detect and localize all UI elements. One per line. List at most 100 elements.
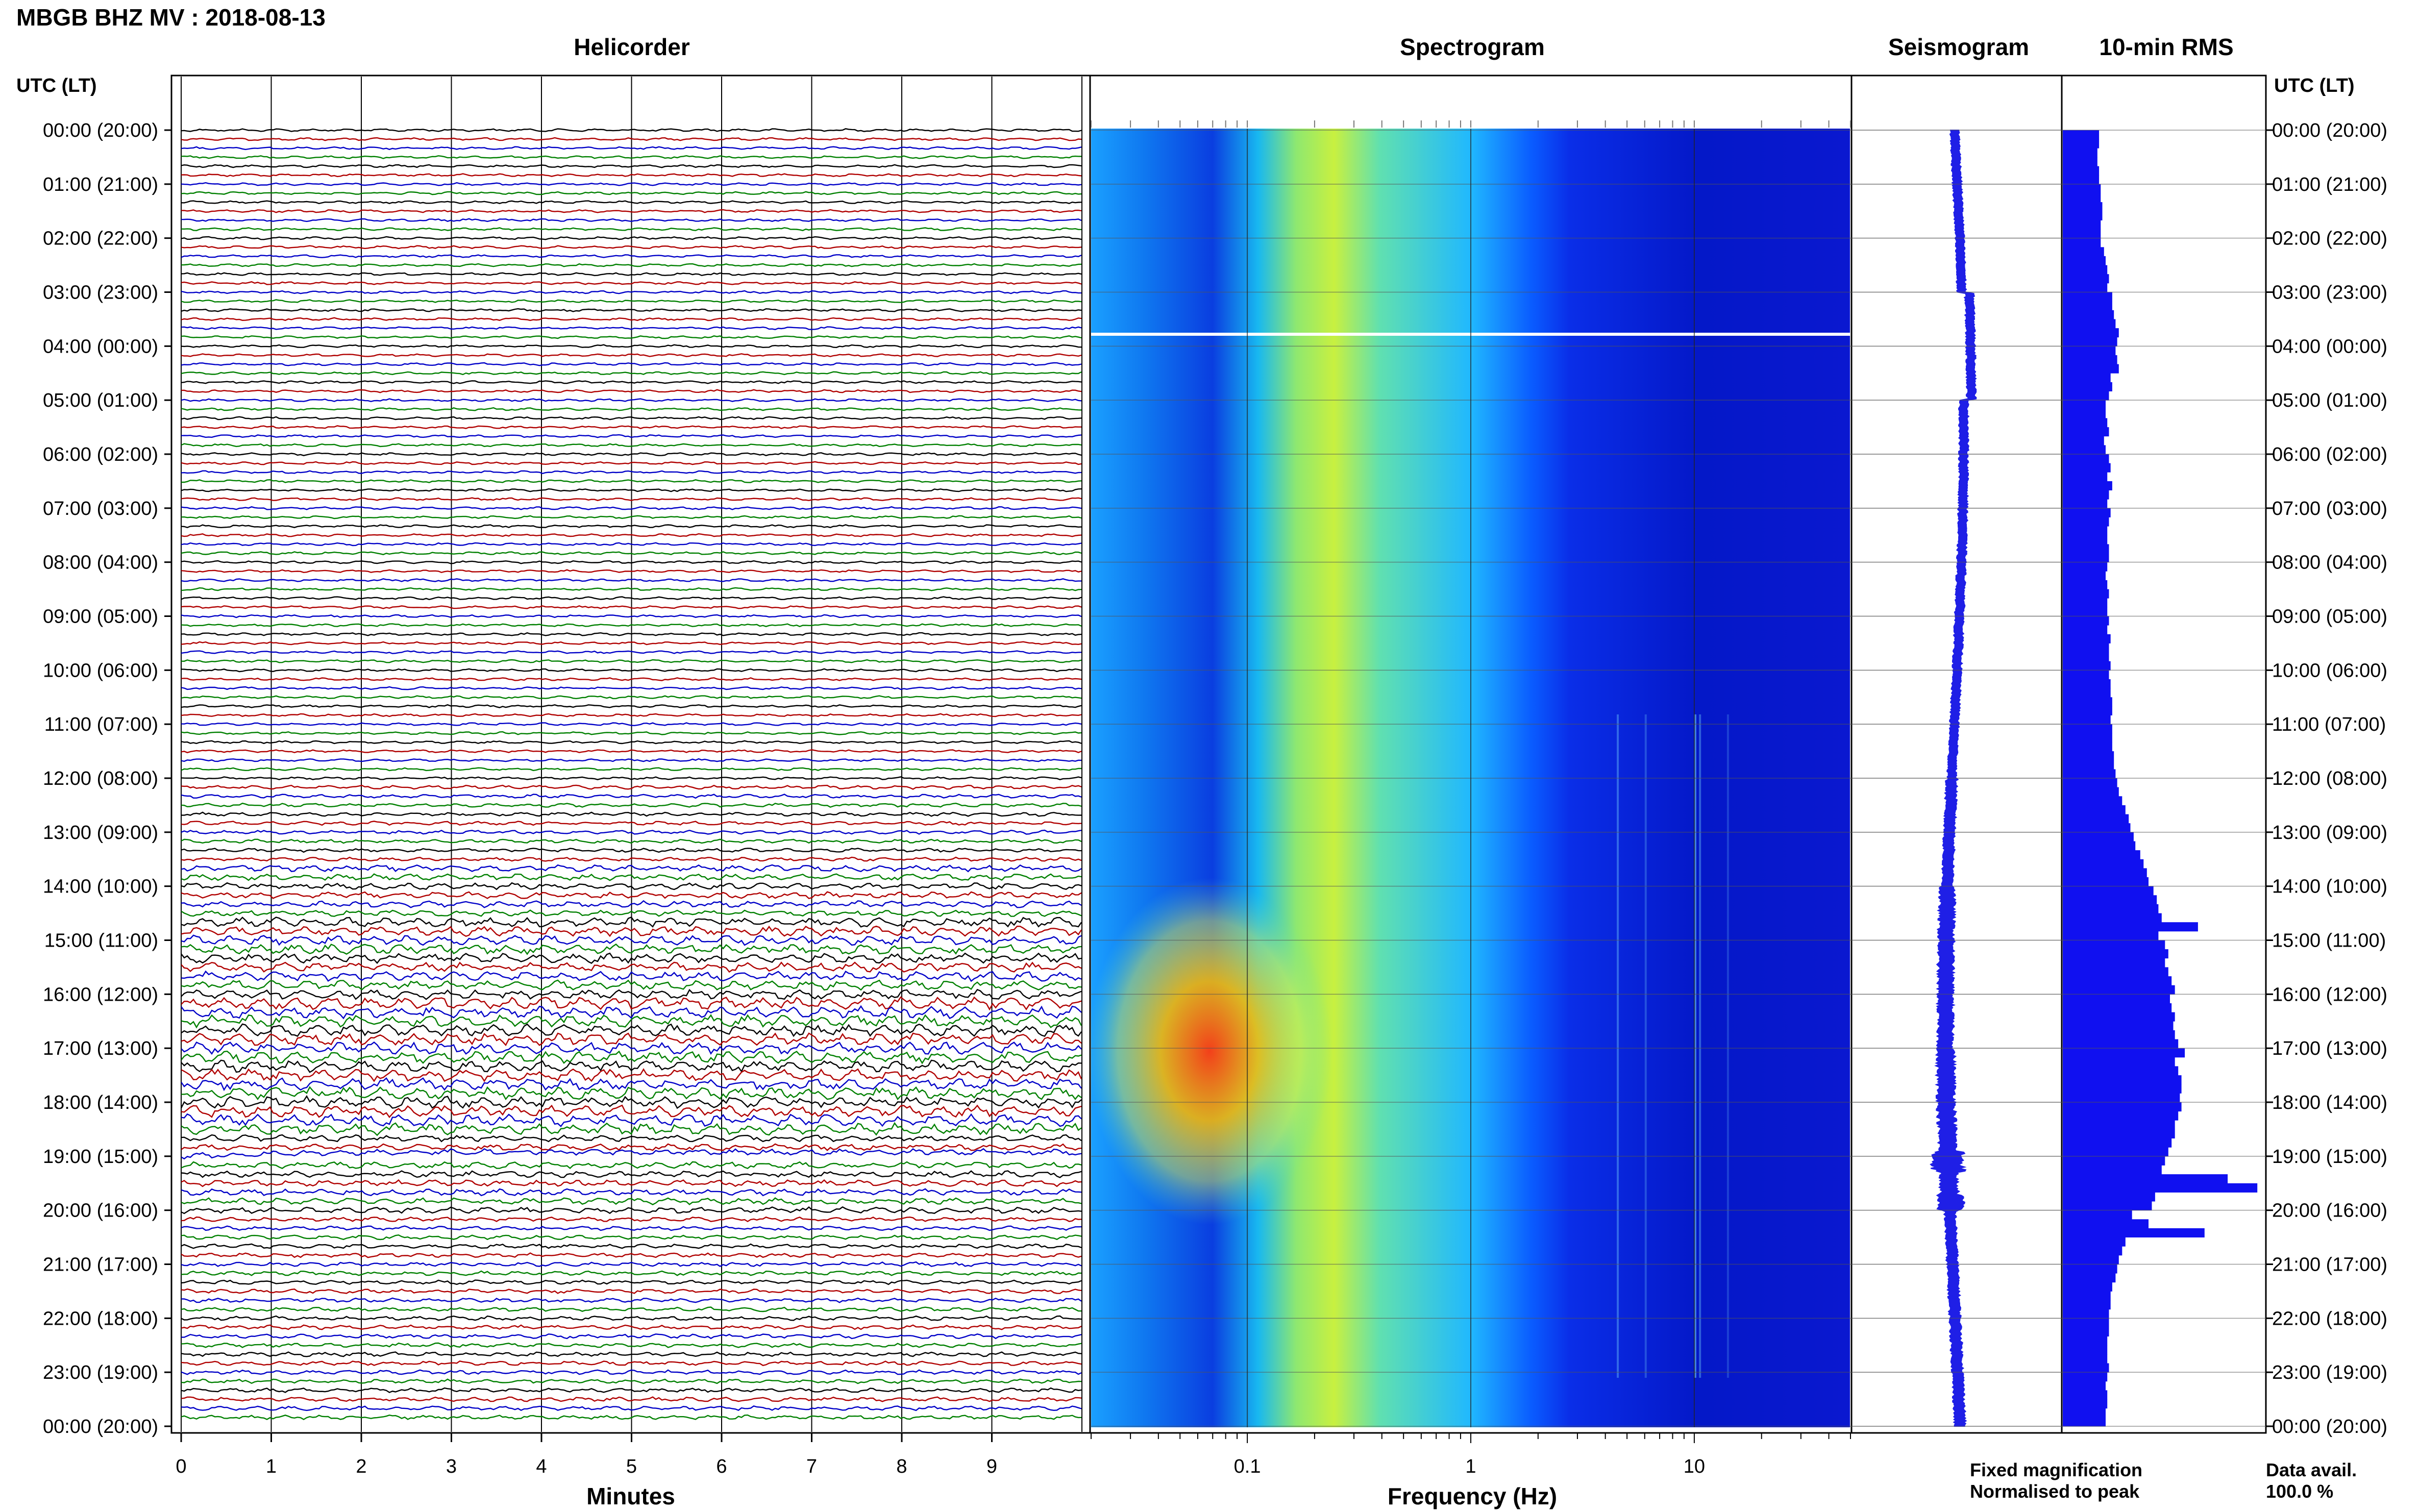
helicorder-trace bbox=[181, 344, 1082, 349]
helicorder-trace bbox=[181, 272, 1082, 277]
spectrogram-line bbox=[1644, 714, 1647, 1378]
time-label-left: 09:00 (05:00) bbox=[43, 606, 158, 628]
helicorder-trace bbox=[181, 1161, 1082, 1170]
rms-bar bbox=[2063, 1228, 2205, 1237]
rms-bar bbox=[2063, 310, 2114, 319]
spectrogram-hot-region bbox=[1090, 878, 1332, 1225]
rms-bar bbox=[2063, 652, 2109, 662]
helicorder-trace bbox=[181, 245, 1082, 250]
rms-bar bbox=[2063, 976, 2172, 986]
helicorder-trace bbox=[181, 1206, 1082, 1214]
rms-bar bbox=[2063, 292, 2112, 302]
rms-bar bbox=[2063, 751, 2114, 761]
rms-bar bbox=[2063, 706, 2112, 715]
helicorder-trace bbox=[181, 695, 1082, 700]
helicorder-trace bbox=[181, 1261, 1082, 1267]
helicorder-trace bbox=[181, 1077, 1082, 1092]
helicorder-trace bbox=[181, 542, 1082, 547]
rms-bar bbox=[2063, 184, 2101, 193]
helicorder-trace bbox=[181, 362, 1082, 366]
helicorder-trace bbox=[181, 758, 1082, 762]
rms-bar bbox=[2063, 553, 2109, 563]
helicorder-trace bbox=[181, 1369, 1082, 1375]
rms-bar bbox=[2063, 238, 2101, 247]
time-label-right: 16:00 (12:00) bbox=[2272, 984, 2387, 1005]
rms-bar bbox=[2063, 454, 2109, 464]
helicorder-trace bbox=[181, 236, 1082, 240]
helicorder-trace bbox=[181, 1243, 1082, 1249]
rms-bar bbox=[2063, 418, 2108, 428]
rms-bar bbox=[2063, 1138, 2172, 1148]
rms-bar bbox=[2063, 346, 2116, 356]
rms-bar bbox=[2063, 580, 2108, 589]
helicorder-trace bbox=[181, 1324, 1082, 1330]
rms-bar bbox=[2063, 319, 2116, 329]
rms-bar bbox=[2063, 355, 2117, 365]
helicorder-trace bbox=[181, 864, 1082, 873]
minute-tick-label: 0 bbox=[176, 1456, 186, 1477]
helicorder-trace bbox=[181, 1005, 1082, 1020]
rms-bar bbox=[2063, 841, 2136, 851]
helicorder-trace bbox=[181, 802, 1082, 808]
helicorder-trace bbox=[181, 934, 1082, 946]
helicorder-trace bbox=[181, 848, 1082, 853]
time-label-left: 00:00 (20:00) bbox=[43, 1416, 158, 1437]
spectrogram-line bbox=[1699, 714, 1701, 1378]
helicorder-trace bbox=[181, 335, 1082, 339]
helicorder-trace bbox=[181, 882, 1082, 890]
rms-bar bbox=[2063, 1417, 2106, 1427]
helicorder-trace bbox=[181, 1351, 1082, 1357]
helicorder-trace bbox=[181, 659, 1082, 663]
rms-bar bbox=[2063, 1048, 2185, 1058]
helicorder-trace bbox=[181, 227, 1082, 232]
helicorder-trace bbox=[181, 1396, 1082, 1402]
helicorder-trace bbox=[181, 1387, 1082, 1394]
rms-bar bbox=[2063, 1300, 2111, 1310]
helicorder-trace bbox=[181, 1014, 1082, 1029]
minutes-axis-label: Minutes bbox=[586, 1483, 675, 1509]
time-label-right: 21:00 (17:00) bbox=[2272, 1254, 2387, 1276]
helicorder-trace bbox=[181, 1342, 1082, 1348]
rms-bar bbox=[2063, 1129, 2175, 1138]
helicorder-trace bbox=[181, 1306, 1081, 1312]
time-label-left: 10:00 (06:00) bbox=[43, 660, 158, 681]
rms-bar bbox=[2063, 148, 2097, 158]
rms-bar bbox=[2063, 598, 2108, 608]
rms-bar bbox=[2063, 625, 2108, 635]
helicorder-trace bbox=[181, 1216, 1082, 1222]
helicorder-trace bbox=[181, 173, 1082, 178]
rms-bar bbox=[2063, 859, 2144, 869]
helicorder-trace bbox=[181, 641, 1082, 646]
rms-bar bbox=[2063, 364, 2119, 374]
rms-bar bbox=[2063, 949, 2168, 959]
rms-bar bbox=[2063, 247, 2104, 257]
rms-bar bbox=[2063, 157, 2097, 166]
rms-bar bbox=[2063, 1237, 2126, 1247]
rms-bar bbox=[2063, 607, 2108, 616]
time-label-right: 09:00 (05:00) bbox=[2272, 606, 2387, 628]
rms-bar bbox=[2063, 175, 2100, 185]
rms-bar bbox=[2063, 679, 2111, 689]
rms-bar bbox=[2063, 805, 2126, 814]
time-label-left: 15:00 (11:00) bbox=[44, 930, 158, 952]
time-label-right: 12:00 (08:00) bbox=[2272, 768, 2387, 789]
time-label-right: 00:00 (20:00) bbox=[2272, 1416, 2387, 1437]
time-label-right: 14:00 (10:00) bbox=[2272, 876, 2387, 898]
helicorder-trace bbox=[181, 1414, 1082, 1420]
rms-bar bbox=[2063, 445, 2106, 455]
time-label-right: 22:00 (18:00) bbox=[2272, 1308, 2387, 1329]
rms-bar bbox=[2063, 643, 2109, 653]
rms-bar bbox=[2063, 832, 2134, 841]
rms-bar bbox=[2063, 895, 2157, 905]
rms-bar bbox=[2063, 1291, 2111, 1301]
helicorder-trace bbox=[181, 596, 1082, 601]
helicorder-trace bbox=[181, 1197, 1082, 1205]
helicorder-trace bbox=[181, 686, 1082, 690]
rms-bar bbox=[2063, 823, 2131, 833]
helicorder-trace bbox=[181, 1360, 1082, 1367]
rms-bar bbox=[2063, 922, 2198, 932]
minute-tick-label: 4 bbox=[536, 1456, 547, 1477]
rms-bar bbox=[2063, 382, 2112, 391]
minute-tick-label: 7 bbox=[806, 1456, 817, 1477]
